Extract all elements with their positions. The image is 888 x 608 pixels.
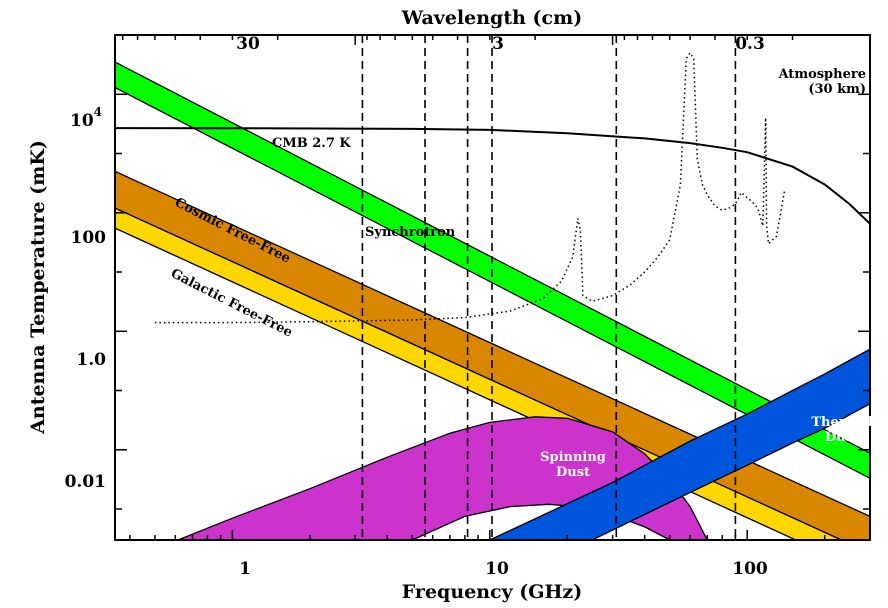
y-axis-title: Antenna Temperature (mK) — [27, 140, 49, 435]
x-tick-label-10: 10 — [485, 559, 509, 579]
axis-ticks — [115, 34, 871, 540]
cmb-2-7-k-curve — [115, 127, 870, 225]
top-tick-label-30: 30 — [236, 34, 260, 54]
y-tick-label-1: 1.0 — [76, 350, 106, 370]
thermal-dust-label-line2: Dust — [825, 430, 859, 445]
atmosphere-label-line2: (30 km) — [808, 82, 866, 97]
thermal-dust-label-line1: Thermal — [811, 415, 872, 430]
cmb-label: CMB 2.7 K — [272, 136, 351, 151]
y-tick-label-10000: 104 — [70, 105, 102, 131]
y-tick-label-100: 100 — [71, 228, 107, 248]
synchrotron-label: Synchrotron — [365, 225, 456, 240]
x-tick-label-1: 1 — [239, 559, 251, 579]
emission-curves — [115, 51, 870, 324]
spinning-dust-label-line2: Dust — [556, 465, 590, 480]
top-axis-title: Wavelength (cm) — [401, 7, 582, 29]
y-tick-label-0.01: 0.01 — [65, 472, 106, 492]
x-axis-title: Frequency (GHz) — [402, 581, 582, 603]
top-tick-label-0.3: 0.3 — [735, 34, 765, 54]
plot-frame — [114, 34, 871, 541]
vertical-band-markers — [361, 35, 737, 540]
top-tick-label-3: 3 — [492, 34, 504, 54]
x-tick-label-100: 100 — [732, 559, 768, 579]
atmosphere-label-line1: Atmosphere — [777, 67, 866, 82]
thermal-dust-band — [489, 348, 870, 540]
spinning-dust-label-line1: Spinning — [540, 450, 606, 465]
